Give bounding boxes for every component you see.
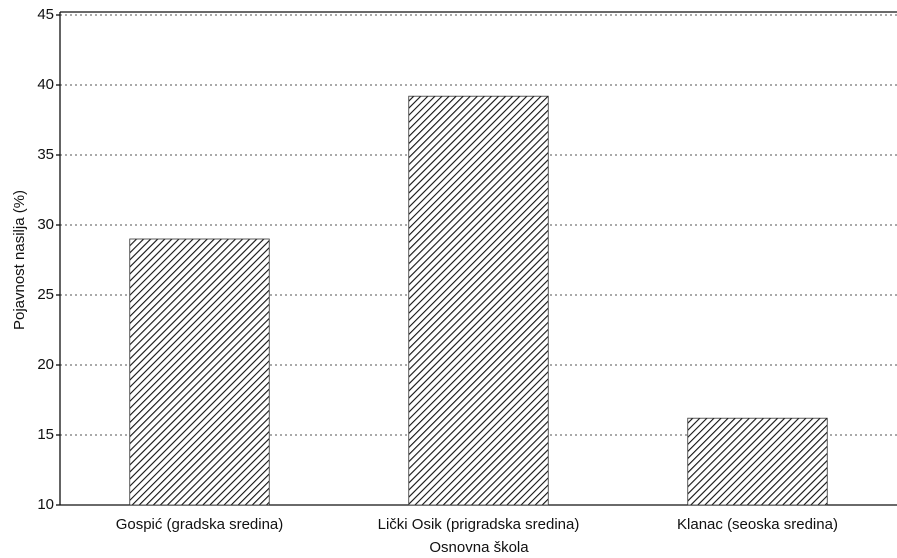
y-tick-label: 10	[37, 496, 54, 513]
bar	[687, 417, 828, 506]
y-tick-label: 25	[37, 286, 54, 303]
y-tick-label: 35	[37, 146, 54, 163]
y-tick-label: 15	[37, 426, 54, 443]
y-tick-label: 45	[37, 6, 54, 23]
bar	[129, 238, 270, 506]
y-tick-label: 30	[37, 216, 54, 233]
x-axis-label: Osnovna škola	[429, 539, 529, 556]
y-tick-label: 20	[37, 356, 54, 373]
x-tick-label: Lički Osik (prigradska sredina)	[378, 516, 580, 533]
y-axis-label: Pojavnost nasilja (%)	[11, 190, 28, 330]
y-tick-label: 40	[37, 76, 54, 93]
bar	[408, 95, 549, 506]
x-tick-label: Gospić (gradska sredina)	[116, 516, 284, 533]
x-tick-label: Klanac (seoska sredina)	[677, 516, 838, 533]
